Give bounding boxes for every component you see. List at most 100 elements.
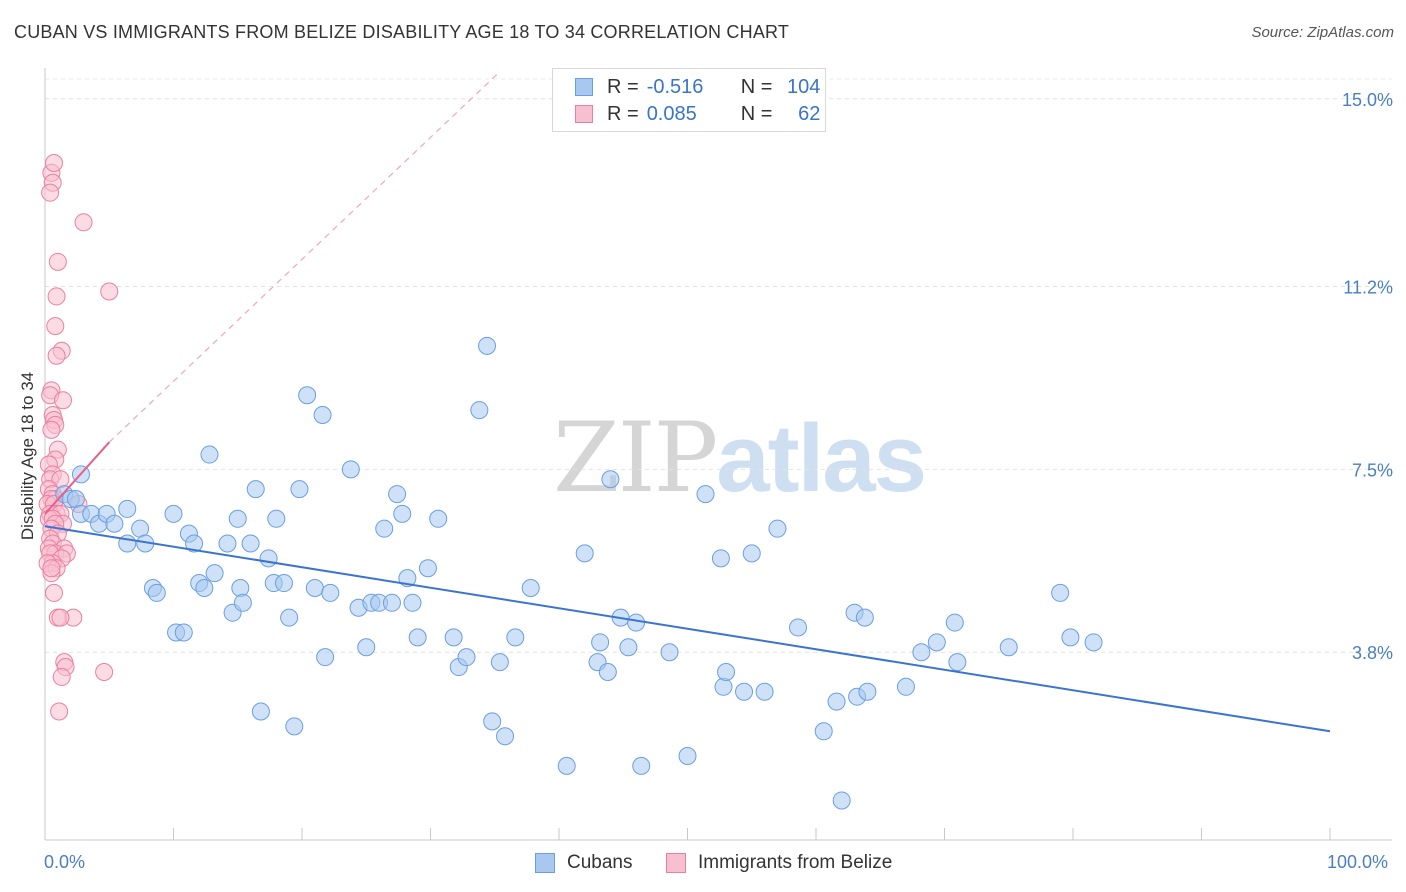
y-axis-label: Disability Age 18 to 34	[18, 371, 37, 541]
belize-point	[42, 420, 61, 439]
bottom-legend-cubans[interactable]: Cubans	[535, 852, 633, 874]
legend-r-value: 0.085	[646, 102, 697, 125]
cuban-point	[714, 677, 733, 696]
trend-line-cubans	[44, 525, 1331, 733]
cuban-point	[147, 583, 166, 602]
x-tick-min: 0.0%	[44, 852, 86, 872]
belize-points	[38, 154, 119, 721]
bottom-legend-swatch-belize	[666, 853, 686, 873]
cuban-point	[185, 534, 204, 553]
cuban-point	[275, 574, 294, 593]
cuban-point	[195, 578, 214, 597]
cuban-point	[218, 534, 237, 553]
cuban-point	[164, 504, 183, 523]
axes	[44, 68, 1392, 841]
cuban-point	[496, 727, 515, 746]
cuban-point	[832, 791, 851, 810]
cuban-point	[627, 613, 646, 632]
cuban-point	[1061, 628, 1080, 647]
cuban-point	[444, 628, 463, 647]
cuban-point	[483, 712, 502, 731]
trend-extension-immigrants-from-belize	[108, 73, 498, 443]
cuban-point	[357, 638, 376, 657]
cuban-point	[755, 682, 774, 701]
cuban-point	[403, 593, 422, 612]
cuban-point	[305, 578, 324, 597]
cuban-point	[896, 677, 915, 696]
belize-point	[46, 317, 65, 336]
cuban-point	[619, 638, 638, 657]
cuban-point	[105, 514, 124, 533]
belize-point	[48, 252, 67, 271]
cuban-point	[470, 401, 489, 420]
belize-point	[74, 213, 93, 232]
legend-row-cubans: R = -0.516 N = 104	[575, 74, 820, 100]
cuban-point	[290, 480, 309, 499]
belize-point	[50, 702, 69, 721]
cuban-point	[393, 504, 412, 523]
cuban-point	[717, 662, 736, 681]
belize-point	[100, 282, 119, 301]
cuban-point	[506, 628, 525, 647]
cuban-point	[408, 628, 427, 647]
cuban-point	[382, 593, 401, 612]
cuban-point	[241, 534, 260, 553]
trend-lines	[44, 73, 1331, 733]
x-tick-max: 100.0%	[1327, 852, 1389, 872]
cuban-point	[313, 406, 332, 425]
y-tick-label: 3.8%	[1352, 643, 1393, 663]
cuban-point	[521, 578, 540, 597]
cuban-point	[632, 756, 651, 775]
cuban-point	[855, 608, 874, 627]
legend-row-belize: R = 0.085 N = 62	[575, 101, 820, 127]
cuban-point	[341, 460, 360, 479]
legend: R = -0.516 N = 104 R = 0.085 N = 62	[552, 68, 826, 132]
cuban-point	[735, 682, 754, 701]
cuban-point	[285, 717, 304, 736]
y-tick-label: 11.2%	[1343, 278, 1393, 298]
cuban-point	[948, 653, 967, 672]
cuban-point	[696, 485, 715, 504]
legend-r-label: R =	[607, 102, 639, 125]
cuban-point	[233, 593, 252, 612]
cuban-point	[200, 445, 219, 464]
belize-point	[42, 559, 61, 578]
cuban-point	[999, 638, 1018, 657]
legend-n-value: 62	[798, 102, 821, 125]
cuban-point	[418, 559, 437, 578]
cuban-point	[814, 722, 833, 741]
belize-point	[41, 183, 60, 202]
cuban-point	[174, 623, 193, 642]
cuban-point	[927, 633, 946, 652]
cuban-point	[945, 613, 964, 632]
cuban-point	[316, 648, 335, 667]
cuban-point	[742, 544, 761, 563]
belize-point	[47, 346, 66, 365]
legend-swatch-cubans	[575, 78, 593, 96]
legend-n-value: 104	[787, 75, 821, 98]
source-attribution: Source: ZipAtlas.com	[1251, 24, 1394, 41]
cuban-point	[1084, 633, 1103, 652]
cuban-point	[478, 336, 497, 355]
cuban-point	[231, 578, 250, 597]
legend-r-label: R =	[607, 75, 639, 98]
watermark: ZIPatlas	[553, 402, 927, 514]
y-tick-label: 15.0%	[1342, 90, 1393, 110]
cuban-point	[457, 648, 476, 667]
cuban-point	[388, 485, 407, 504]
cuban-point	[789, 618, 808, 637]
cuban-point	[398, 569, 417, 588]
cuban-point	[280, 608, 299, 627]
cuban-point	[298, 386, 317, 405]
chart-title: CUBAN VS IMMIGRANTS FROM BELIZE DISABILI…	[14, 22, 790, 42]
y-tick-label: 7.5%	[1352, 460, 1393, 480]
belize-point	[47, 287, 66, 306]
cuban-point	[1051, 583, 1070, 602]
bottom-legend-belize[interactable]: Immigrants from Belize	[666, 852, 892, 874]
legend-r-value: -0.516	[646, 75, 704, 98]
bottom-legend-label-cubans: Cubans	[567, 852, 633, 873]
watermark-zip: ZIP	[553, 402, 718, 514]
legend-n-label: N =	[740, 102, 773, 125]
belize-point	[51, 608, 70, 627]
